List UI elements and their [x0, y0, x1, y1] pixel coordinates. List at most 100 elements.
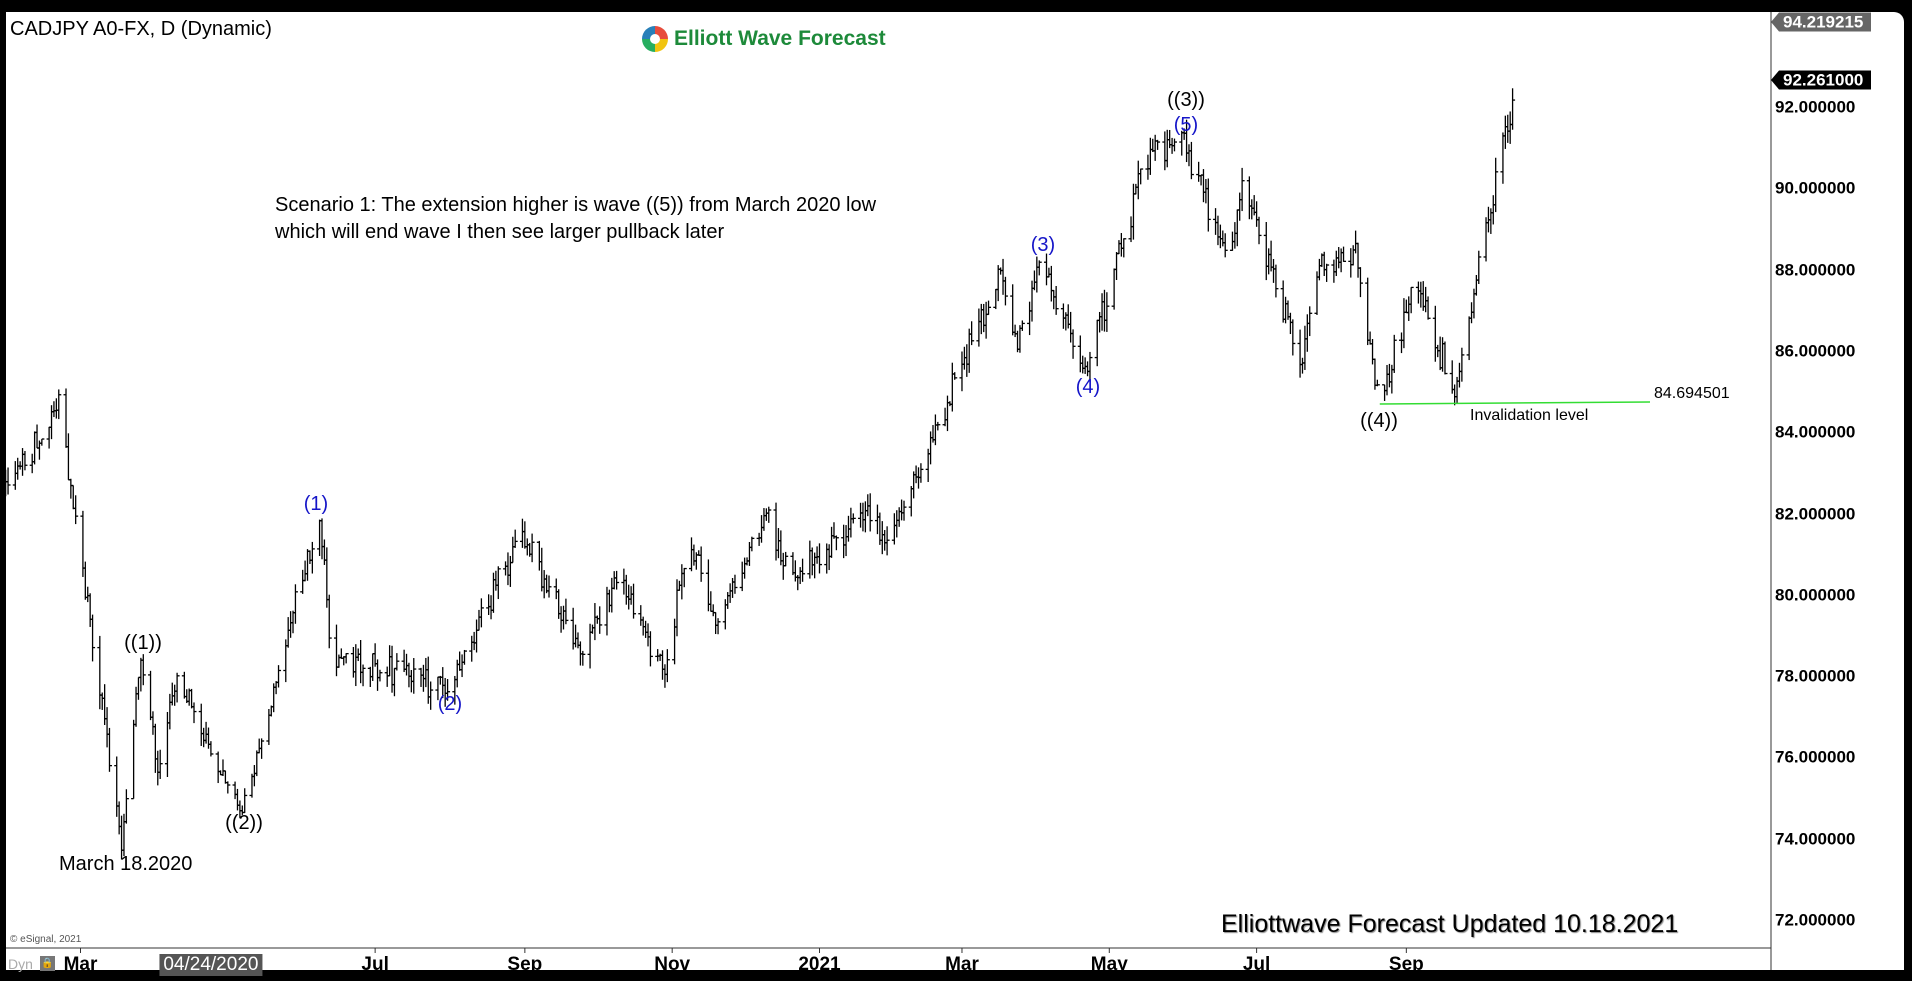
ohlc-bar — [375, 659, 381, 691]
ohlc-bar — [730, 578, 736, 598]
ohlc-bar — [1391, 334, 1397, 373]
ohlc-bar — [722, 599, 728, 630]
ohlc-bar — [131, 719, 137, 800]
ohlc-bar — [638, 605, 644, 626]
ohlc-bar — [1367, 331, 1373, 345]
time-tick-label: Nov — [654, 954, 691, 975]
ohlc-bar — [1418, 281, 1424, 308]
ohlc-bar — [288, 611, 294, 638]
ohlc-bar — [305, 549, 311, 581]
ohlc-bar — [1246, 176, 1252, 220]
ohlc-bar — [647, 631, 653, 667]
ohlc-bar — [524, 538, 530, 556]
ohlc-bar — [167, 693, 173, 730]
ohlc-bar — [993, 288, 999, 310]
ohlc-bar — [1099, 293, 1105, 331]
ohlc-bar — [631, 583, 637, 619]
ohlc-bar — [225, 781, 231, 794]
ohlc-bar — [423, 657, 429, 688]
ohlc-bar — [1060, 303, 1066, 329]
ohlc-bar — [1287, 312, 1293, 335]
ohlc-bar — [858, 502, 864, 528]
ohlc-bar — [333, 624, 339, 677]
ohlc-bar — [1283, 296, 1289, 324]
dyn-label[interactable]: Dyn — [8, 956, 33, 972]
ohlc-bar — [20, 448, 26, 476]
march-low-label: March 18.2020 — [59, 853, 193, 875]
ohlc-bar — [879, 521, 885, 555]
ohlc-bar — [486, 594, 492, 615]
invalidation-label: Invalidation level — [1470, 407, 1589, 424]
ohlc-bar — [1198, 174, 1204, 186]
ohlc-bar — [1304, 314, 1310, 352]
ohlc-bar — [865, 494, 871, 517]
ohlc-bar — [457, 651, 463, 671]
ohlc-bar — [541, 570, 547, 599]
ohlc-bar — [317, 519, 323, 556]
ohlc-bar — [809, 547, 815, 576]
ohlc-bar — [488, 595, 494, 620]
ohlc-bar — [1036, 260, 1042, 276]
ohlc-bar — [428, 681, 434, 710]
ohlc-bar — [766, 506, 772, 523]
ohlc-bar — [626, 584, 632, 610]
ohlc-bar — [1440, 337, 1446, 372]
ohlc-bar — [969, 321, 975, 346]
ohlc-bar — [39, 438, 45, 446]
ohlc-bar — [1155, 139, 1161, 150]
price-tick-label: 72.000000 — [1775, 910, 1856, 930]
ohlc-bar — [1290, 319, 1296, 356]
ohlc-bar — [324, 547, 330, 608]
ohlc-bar — [46, 426, 52, 449]
ohlc-bar — [1459, 347, 1465, 382]
ohlc-bar — [512, 529, 518, 548]
ohlc-bar — [891, 513, 897, 545]
ohlc-bar — [710, 604, 716, 617]
ohlc-bar — [133, 686, 139, 727]
ohlc-bar — [1403, 299, 1409, 314]
ohlc-bar — [935, 421, 941, 431]
ohlc-bar — [1302, 325, 1308, 370]
ohlc-bar — [1237, 192, 1243, 221]
ohlc-bar — [643, 620, 649, 638]
ohlc-bar — [215, 751, 221, 784]
ohlc-bar — [816, 543, 822, 574]
ohlc-bar — [536, 540, 542, 571]
ohlc-bar — [580, 650, 586, 666]
ohlc-bar — [1493, 157, 1499, 213]
ohlc-bar — [850, 513, 856, 524]
ohlc-bar — [597, 606, 603, 634]
ohlc-bar — [256, 738, 262, 754]
ohlc-bar — [1324, 263, 1330, 282]
ohlc-bar — [85, 586, 91, 603]
ohlc-bar — [1215, 215, 1221, 246]
price-chart[interactable] — [6, 12, 1904, 970]
ohlc-bar — [254, 750, 260, 777]
time-tick-label: Jul — [361, 954, 389, 975]
ohlc-bar — [22, 450, 28, 471]
ohlc-bar — [1116, 240, 1122, 255]
price-tick-label: 74.000000 — [1775, 829, 1856, 849]
ohlc-bar — [1217, 224, 1223, 249]
time-tick-label: Jul — [1242, 954, 1271, 975]
ohlc-bar — [1331, 259, 1337, 283]
time-tick-label: Sep — [1388, 954, 1424, 975]
wave-label-1: (1) — [303, 493, 329, 515]
ohlc-bar — [899, 499, 905, 521]
ohlc-bar — [1437, 336, 1443, 371]
time-tick-label: Mar — [63, 954, 98, 975]
ohlc-bar — [1118, 233, 1124, 257]
ohlc-bar — [459, 654, 465, 678]
ohlc-bar — [1341, 246, 1347, 262]
ohlc-bar — [242, 788, 248, 814]
ohlc-bar — [321, 539, 327, 565]
ohlc-bar — [978, 303, 984, 335]
ohlc-bar — [1234, 209, 1240, 247]
ohlc-bar — [503, 561, 509, 576]
lock-icon[interactable]: 🔒 — [40, 956, 55, 971]
price-tick-label: 90.000000 — [1775, 178, 1856, 198]
ohlc-bar — [746, 541, 752, 566]
time-tick-label: 04/24/2020 — [159, 954, 263, 976]
ohlc-bar — [189, 688, 195, 709]
ohlc-bar — [65, 433, 71, 481]
